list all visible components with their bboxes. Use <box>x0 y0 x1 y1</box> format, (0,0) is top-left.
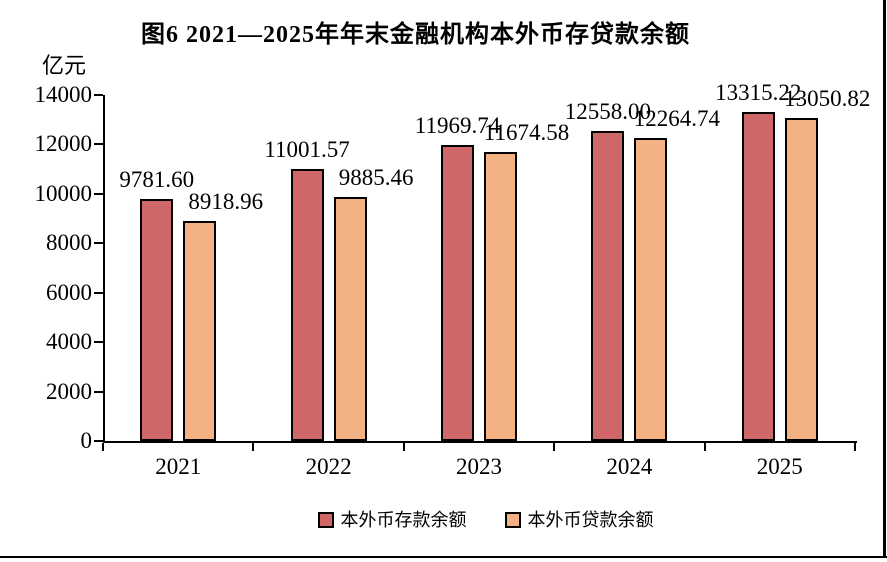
legend-swatch-loan <box>504 512 521 528</box>
y-axis-label: 0 <box>80 428 93 453</box>
y-axis-label: 12000 <box>34 131 93 157</box>
bar-loan-2025 <box>784 118 818 441</box>
y-axis-tick <box>94 94 103 96</box>
bar-value-label: 9781.60 <box>119 167 195 193</box>
x-axis-line <box>103 441 857 443</box>
bar-value-label: 13315.22 <box>715 79 802 105</box>
y-axis-tick <box>94 291 103 294</box>
x-axis-label: 2022 <box>305 454 352 479</box>
y-axis-tick <box>94 341 103 344</box>
bar-deposit-2021 <box>140 199 174 441</box>
y-axis-label: 4000 <box>46 329 92 355</box>
right-rule <box>883 0 886 558</box>
x-axis-tick <box>102 443 104 451</box>
x-axis-label: 2023 <box>455 454 502 479</box>
y-axis-label: 14000 <box>34 82 93 107</box>
y-axis-tick <box>94 390 103 393</box>
x-axis-label: 2024 <box>606 454 653 479</box>
x-axis-label: 2025 <box>756 454 803 479</box>
bar-loan-2021 <box>183 220 217 441</box>
bar-deposit-2024 <box>591 130 625 441</box>
bar-value-label: 8918.96 <box>188 188 264 214</box>
bar-value-label: 11674.58 <box>483 120 570 146</box>
bar-value-label: 12264.74 <box>633 105 721 131</box>
y-axis-label: 8000 <box>46 230 92 256</box>
legend-swatch-deposit <box>317 512 334 528</box>
x-axis-label: 2021 <box>155 454 202 479</box>
bar-value-label: 11969.74 <box>414 113 501 139</box>
legend-item-loan: 本外币贷款余额 <box>504 509 654 531</box>
legend-label-loan: 本外币贷款余额 <box>527 510 654 530</box>
y-axis-label: 10000 <box>34 180 93 206</box>
bar-deposit-2025 <box>741 111 775 441</box>
x-axis-tick <box>703 443 706 451</box>
x-axis-tick <box>553 443 556 451</box>
bar-value-label: 13050.82 <box>784 86 871 112</box>
legend-label-deposit: 本外币存款余额 <box>340 510 467 530</box>
y-axis-unit-label: 亿元 <box>42 53 87 78</box>
y-axis-tick <box>94 440 103 442</box>
bar-deposit-2022 <box>290 169 324 441</box>
bar-loan-2024 <box>634 137 668 441</box>
bar-loan-2022 <box>333 196 367 441</box>
x-axis-tick <box>252 443 255 451</box>
legend: 本外币存款余额 本外币贷款余额 <box>42 509 887 531</box>
bottom-rule <box>0 556 887 558</box>
bar-loan-2023 <box>484 152 517 441</box>
legend-item-deposit: 本外币存款余额 <box>317 509 467 531</box>
y-axis-line <box>103 95 105 443</box>
y-axis-label: 6000 <box>46 279 92 305</box>
y-axis-label: 2000 <box>46 378 92 404</box>
y-axis-tick <box>94 143 103 146</box>
bar-value-label: 9885.46 <box>338 164 414 190</box>
x-axis-tick <box>854 443 856 451</box>
bar-value-label: 11001.57 <box>264 137 350 163</box>
y-axis-tick <box>94 192 103 195</box>
bar-value-label: 12558.00 <box>564 98 652 124</box>
chart-title: 图6 2021—2025年年末金融机构本外币存贷款余额 <box>141 22 690 48</box>
bar-deposit-2023 <box>441 145 474 441</box>
x-axis-tick <box>402 443 405 451</box>
y-axis-tick <box>94 242 103 245</box>
